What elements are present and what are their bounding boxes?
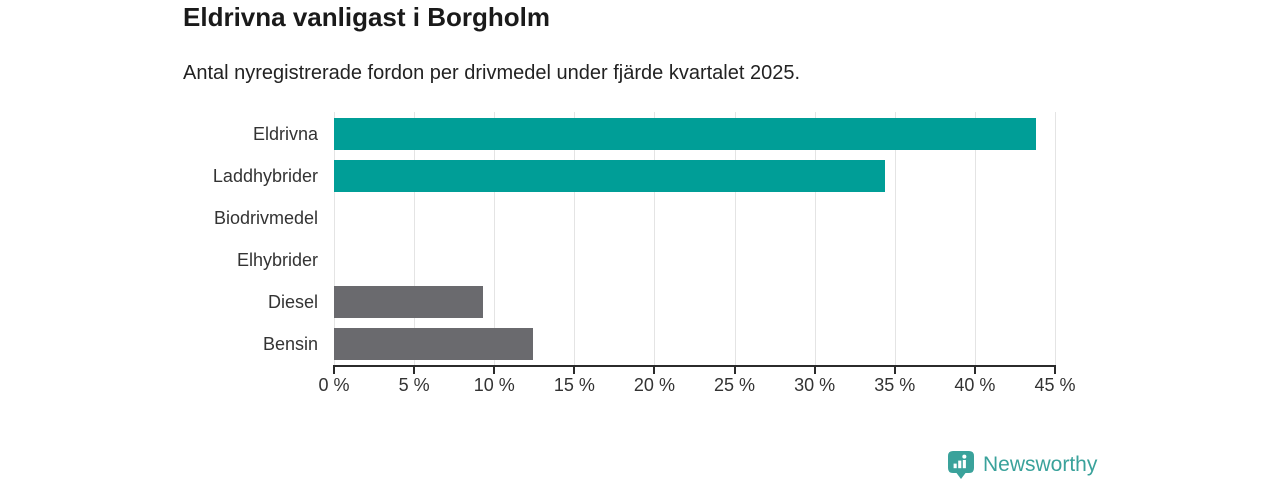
gridline [574, 112, 576, 365]
x-axis-tick-label: 30 % [794, 375, 836, 395]
x-axis-tick-label: 25 % [714, 375, 756, 395]
plot-area: 0 % 5 % 10 % 15 % 20 % 25 % 30 % 35 % 40 % 45 % [318, 112, 1079, 412]
x-axis-tick-label: 15 % [553, 375, 595, 395]
bar-bensin [334, 328, 533, 360]
x-axis-tick [973, 367, 976, 374]
x-axis-tick [813, 367, 816, 374]
x-axis-tick-label: 0 % [318, 375, 350, 395]
x-axis-tick [653, 367, 656, 374]
x-axis-tick-label: 20 % [633, 375, 675, 395]
category-label: Diesel [267, 292, 318, 312]
gridline [1055, 112, 1056, 365]
x-axis-tick [333, 367, 335, 374]
category-label: Biodrivmedel [213, 208, 318, 228]
x-axis-tick [893, 367, 896, 374]
bar-eldrivna [334, 118, 1036, 150]
category-label: Elhybrider [236, 250, 318, 270]
chart-title: Eldrivna vanligast i Borgholm [183, 2, 550, 32]
x-axis-tick [573, 367, 576, 374]
gridline [334, 112, 335, 365]
gridline [494, 112, 496, 365]
gridline [414, 112, 416, 365]
chart-subtitle: Antal nyregistrerade fordon per drivmede… [183, 62, 801, 84]
gridline [974, 112, 976, 365]
category-label: Eldrivna [252, 124, 318, 144]
gridline [814, 112, 816, 365]
x-axis-tick-label: 45 % [1034, 375, 1076, 395]
x-axis-tick [493, 367, 496, 374]
x-axis-tick-label: 35 % [874, 375, 916, 395]
x-axis-tick [413, 367, 416, 374]
gridline [734, 112, 736, 365]
category-label: Bensin [262, 334, 318, 354]
x-axis-tick [1054, 367, 1056, 374]
gridline [654, 112, 656, 365]
gridline [894, 112, 896, 365]
newsworthy-bar-chart-pin-icon [948, 451, 974, 479]
bar-laddhybrider [334, 160, 886, 192]
bar-diesel [334, 286, 483, 318]
category-label: Laddhybrider [212, 166, 318, 186]
x-axis-tick-label: 40 % [954, 375, 996, 395]
x-axis-tick-label: 10 % [473, 375, 515, 395]
x-axis-tick [733, 367, 736, 374]
newsworthy-logo-text: Newsworthy [983, 452, 1098, 476]
x-axis-tick-label: 5 % [398, 375, 430, 395]
x-axis-line [333, 365, 1056, 367]
newsworthy-logo: Newsworthy [946, 449, 1097, 480]
